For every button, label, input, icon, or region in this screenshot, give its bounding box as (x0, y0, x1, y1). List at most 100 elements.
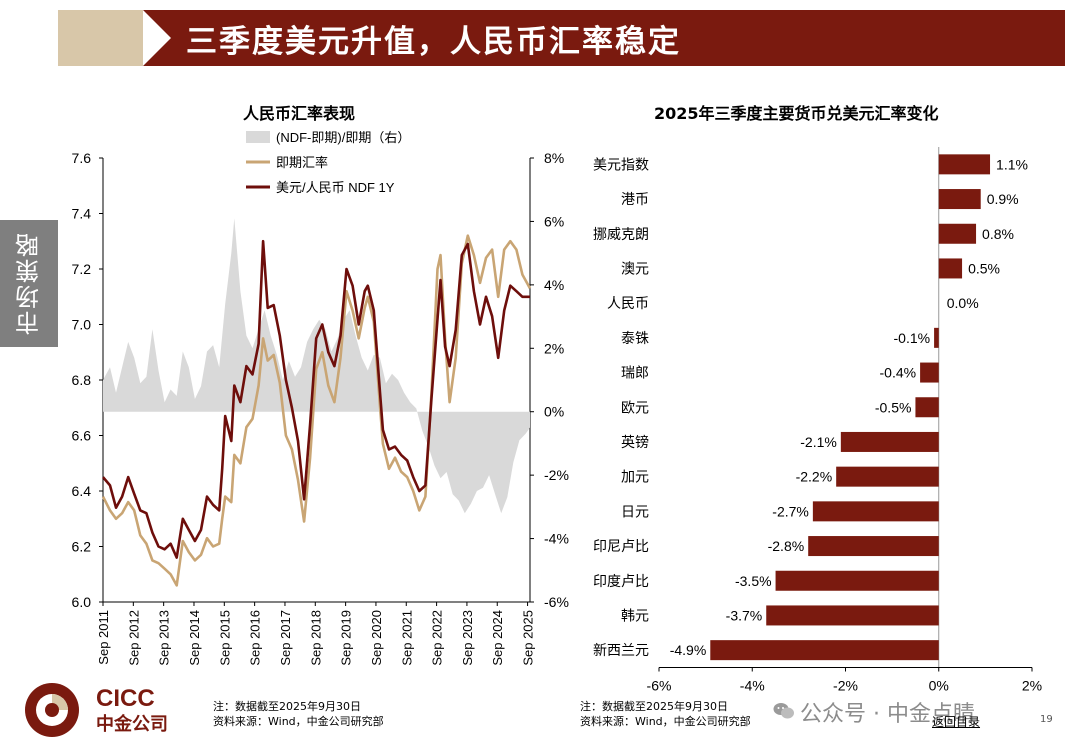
right-y-tick-label: -6% (544, 594, 569, 610)
page-title: 三季度美元升值，人民币汇率稳定 (186, 24, 681, 60)
wechat-icon (773, 703, 794, 719)
bar (938, 258, 963, 279)
bar-category-label: 欧元 (621, 399, 649, 415)
header-notch (143, 10, 171, 66)
right-y-tick-label: -2% (544, 467, 569, 483)
bar-value-label: 0.5% (968, 260, 1000, 276)
bar-x-tick-label: 0% (929, 678, 949, 694)
header-bar (143, 10, 1065, 66)
x-tick-label: Sep 2018 (308, 610, 323, 666)
x-tick-label: Sep 2014 (187, 610, 202, 666)
bar (915, 397, 939, 418)
bar-value-label: -4.9% (670, 642, 707, 658)
x-tick-label: Sep 2015 (217, 610, 232, 666)
bar-value-label: -2.1% (800, 434, 837, 450)
bar-category-label: 泰铢 (621, 330, 649, 346)
bar (710, 640, 939, 661)
x-tick-label: Sep 2019 (339, 610, 354, 666)
rmb-exchange-rate-chart: 7.6 7.4 7.2 7.0 6.8 6.6 6.4 6.2 6.0 8% 6% 4% 2% 0% -2%… (72, 130, 569, 666)
left-y-tick-label: 7.2 (72, 261, 92, 277)
bar-category-label: 人民币 (607, 295, 649, 311)
bar (812, 501, 939, 522)
bar (808, 536, 939, 557)
bar (920, 362, 939, 383)
bar-value-label: -2.2% (796, 469, 833, 485)
x-tick-label: Sep 2020 (369, 610, 384, 666)
legend-label-spot: 即期汇率 (276, 155, 328, 170)
left-note-line1: 注：数据截至2025年9月30日 (213, 700, 361, 713)
bar-x-tick-label: -2% (833, 678, 858, 694)
bar-category-label: 印尼卢比 (593, 538, 649, 554)
x-tick-label: Sep 2012 (126, 610, 141, 666)
left-y-tick-label: 6.4 (72, 483, 92, 499)
bar-value-label: 0.8% (982, 226, 1014, 242)
left-y-tick-label: 6.6 (72, 428, 92, 444)
ndf-1y-line (102, 239, 530, 559)
left-note-line2: 资料来源：Wind，中金公司研究部 (213, 715, 384, 728)
bar-category-label: 澳元 (621, 260, 649, 276)
x-tick-label: Sep 2021 (399, 610, 414, 666)
x-tick-label: Sep 2016 (248, 610, 263, 666)
x-tick-label: Sep 2025 (521, 610, 536, 666)
legend-label-spread: (NDF-即期)/即期（右） (276, 130, 410, 145)
bar-category-label: 瑞郎 (621, 365, 649, 381)
right-y-tick-label: 6% (544, 213, 564, 229)
bar-category-label: 日元 (621, 503, 649, 519)
back-to-contents-link[interactable]: 返回目录 (932, 715, 981, 729)
bar-x-tick-label: 2% (1022, 678, 1042, 694)
bar (840, 431, 939, 452)
currency-change-bar-chart: 美元指数 1.1% 港币 0.9% 挪威克朗 0.8% 澳元 0.5% 人民币 0.0% 泰铢 -0.… (593, 147, 1042, 694)
bar-category-label: 美元指数 (593, 156, 649, 172)
bar-category-label: 挪威克朗 (593, 226, 649, 242)
bar (836, 466, 939, 487)
x-tick-label: Sep 2024 (490, 610, 505, 666)
bar-value-label: -0.5% (875, 399, 912, 415)
left-y-tick-label: 6.8 (72, 372, 92, 388)
x-tick-label: Sep 2013 (157, 610, 172, 666)
bar-value-label: -0.4% (880, 365, 917, 381)
bar (766, 605, 939, 626)
right-y-tick-label: 0% (544, 404, 564, 420)
right-y-tick-label: 8% (544, 150, 564, 166)
wechat-account-label: 公众号 · 中金点睛 (800, 702, 975, 727)
legend-label-ndf: 美元/人民币 NDF 1Y (276, 180, 395, 195)
cicc-logo-icon (25, 683, 79, 737)
bar-value-label: -0.1% (894, 330, 931, 346)
left-chart-title: 人民币汇率表现 (243, 104, 356, 123)
bar (938, 154, 991, 175)
legend-swatch-spread (246, 131, 270, 143)
bar (938, 189, 981, 210)
left-y-tick-label: 6.0 (72, 594, 92, 610)
left-y-tick-label: 6.2 (72, 539, 92, 555)
logo-cn: 中金公司 (96, 714, 168, 735)
bar-value-label: -3.5% (735, 573, 772, 589)
left-y-tick-label: 7.0 (72, 317, 92, 333)
logo-en: CICC (96, 685, 155, 712)
x-tick-label: Sep 2011 (96, 610, 111, 665)
spot-rate-line (101, 234, 532, 587)
bar-x-tick-label: -4% (740, 678, 765, 694)
right-y-tick-label: 2% (544, 340, 564, 356)
x-tick-label: Sep 2017 (278, 610, 293, 666)
bar (938, 223, 977, 244)
x-tick-label: Sep 2022 (430, 610, 445, 666)
bar-value-label: 0.9% (987, 191, 1019, 207)
right-note-line2: 资料来源：Wind，中金公司研究部 (580, 715, 751, 728)
bar-value-label: 1.1% (996, 156, 1028, 172)
bar-value-label: -3.7% (726, 607, 763, 623)
page-number: 19 (1040, 714, 1053, 725)
bar-category-label: 新西兰元 (593, 642, 649, 658)
bar-category-label: 韩元 (621, 607, 649, 623)
right-chart-title: 2025年三季度主要货币兑美元汇率变化 (654, 104, 939, 123)
bar-x-tick-label: -6% (647, 678, 672, 694)
x-tick-label: Sep 2023 (460, 610, 475, 666)
bar-value-label: -2.7% (772, 503, 809, 519)
bar (775, 570, 939, 591)
bar-category-label: 港币 (621, 191, 649, 207)
bar-category-label: 英镑 (621, 434, 649, 450)
bar-value-label: -2.8% (768, 538, 805, 554)
bar-category-label: 印度卢比 (593, 573, 649, 589)
right-y-tick-label: -4% (544, 531, 569, 547)
bar-category-label: 加元 (621, 469, 649, 485)
right-y-tick-label: 4% (544, 277, 564, 293)
